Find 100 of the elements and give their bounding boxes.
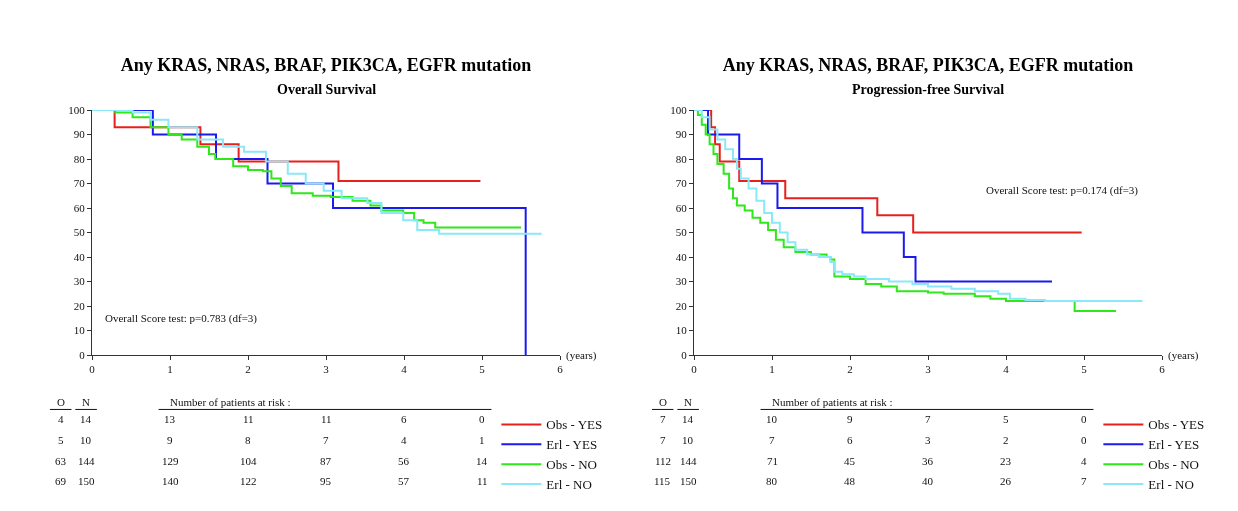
chart-title: Any KRAS, NRAS, BRAF, PIK3CA, EGFR mutation xyxy=(722,55,1134,76)
text: 71 xyxy=(767,455,778,467)
x-tick-label: 5 xyxy=(1081,363,1088,376)
x-tick-label: 1 xyxy=(769,363,775,376)
text: 95 xyxy=(320,475,332,487)
text: 14 xyxy=(476,455,488,467)
text: 40 xyxy=(922,475,934,487)
text: 0 xyxy=(479,413,485,425)
text: 11 xyxy=(321,413,332,425)
y-tick-label: 20 xyxy=(675,299,688,312)
y-tick-label: 30 xyxy=(73,275,86,288)
text: 150 xyxy=(78,475,95,487)
text: 26 xyxy=(1000,475,1012,487)
y-tick-label: 100 xyxy=(670,103,688,116)
text: 5 xyxy=(1003,413,1009,425)
text: 129 xyxy=(162,455,179,467)
text: 104 xyxy=(240,455,257,467)
y-tick-label: 10 xyxy=(675,324,688,337)
legend-label: Erl - NO xyxy=(546,477,592,493)
y-tick-label: 80 xyxy=(675,152,688,165)
x-axis-title: (years) xyxy=(1168,349,1199,362)
text: Number of patients at risk : xyxy=(772,396,893,408)
y-tick-label: 50 xyxy=(73,226,86,239)
y-tick-label: 10 xyxy=(73,324,86,337)
text: 9 xyxy=(167,434,173,446)
text: 115 xyxy=(654,475,671,487)
text: 80 xyxy=(766,475,778,487)
legend-label: Obs - YES xyxy=(546,417,603,433)
chart-subtitle: Overall Survival xyxy=(277,82,377,97)
y-tick-label: 90 xyxy=(73,128,86,141)
annotation: Overall Score test: p=0.174 (df=3) xyxy=(986,184,1139,197)
text: 13 xyxy=(164,413,176,425)
text: 7 xyxy=(660,413,666,425)
text: 7 xyxy=(323,434,329,446)
legend-label: Obs - NO xyxy=(546,457,597,473)
text: 0 xyxy=(1081,413,1087,425)
y-tick-label: 40 xyxy=(73,250,86,263)
y-tick-label: 100 xyxy=(68,103,86,116)
text: 144 xyxy=(78,455,95,467)
y-tick-label: 30 xyxy=(675,275,688,288)
x-tick-label: 6 xyxy=(557,363,564,376)
chart-subtitle: Progression-free Survival xyxy=(852,82,1005,97)
text: O xyxy=(659,396,667,408)
y-tick-label: 80 xyxy=(73,152,86,165)
text: 63 xyxy=(55,455,67,467)
text: 14 xyxy=(682,413,694,425)
text: 144 xyxy=(680,455,697,467)
text: 6 xyxy=(847,434,853,446)
text: 4 xyxy=(58,413,64,425)
text: 11 xyxy=(243,413,254,425)
text: 48 xyxy=(844,475,856,487)
x-tick-label: 4 xyxy=(1003,363,1010,376)
text: 7 xyxy=(769,434,775,446)
legend-label: Erl - NO xyxy=(1148,477,1194,493)
x-tick-label: 6 xyxy=(1159,363,1166,376)
x-tick-label: 4 xyxy=(401,363,408,376)
y-tick-label: 60 xyxy=(73,201,86,214)
text: Number of patients at risk : xyxy=(170,396,291,408)
text: 9 xyxy=(847,413,853,425)
text: 5 xyxy=(58,434,64,446)
x-tick-label: 0 xyxy=(691,363,698,376)
y-tick-label: 40 xyxy=(675,250,688,263)
text: 0 xyxy=(1081,434,1087,446)
x-tick-label: 1 xyxy=(167,363,173,376)
x-tick-label: 2 xyxy=(847,363,853,376)
text: 69 xyxy=(55,475,67,487)
chart-title: Any KRAS, NRAS, BRAF, PIK3CA, EGFR mutation xyxy=(120,55,532,76)
text: 36 xyxy=(922,455,934,467)
legend-label: Obs - NO xyxy=(1148,457,1199,473)
x-tick-label: 2 xyxy=(245,363,251,376)
y-tick-label: 20 xyxy=(73,299,86,312)
text: 4 xyxy=(1081,455,1087,467)
text: 10 xyxy=(766,413,778,425)
legend-label: Obs - YES xyxy=(1148,417,1205,433)
text: N xyxy=(82,396,90,408)
x-axis-title: (years) xyxy=(566,349,597,362)
y-tick-label: 70 xyxy=(73,177,86,190)
y-tick-label: 60 xyxy=(675,201,688,214)
text: N xyxy=(684,396,692,408)
text: 56 xyxy=(398,455,410,467)
text: 7 xyxy=(660,434,666,446)
y-tick-label: 0 xyxy=(79,348,86,361)
text: 7 xyxy=(1081,475,1087,487)
text: 87 xyxy=(320,455,332,467)
text: 7 xyxy=(925,413,931,425)
text: O xyxy=(57,396,65,408)
text: 14 xyxy=(80,413,92,425)
text: 57 xyxy=(398,475,410,487)
legend-label: Erl - YES xyxy=(546,437,598,453)
text: 23 xyxy=(1000,455,1012,467)
legend-label: Erl - YES xyxy=(1148,437,1200,453)
x-tick-label: 3 xyxy=(323,363,330,376)
text: 122 xyxy=(240,475,257,487)
text: 1 xyxy=(479,434,485,446)
x-tick-label: 5 xyxy=(479,363,486,376)
text: 112 xyxy=(655,455,672,467)
x-tick-label: 3 xyxy=(925,363,932,376)
y-tick-label: 90 xyxy=(675,128,688,141)
text: 150 xyxy=(680,475,697,487)
text: 2 xyxy=(1003,434,1009,446)
